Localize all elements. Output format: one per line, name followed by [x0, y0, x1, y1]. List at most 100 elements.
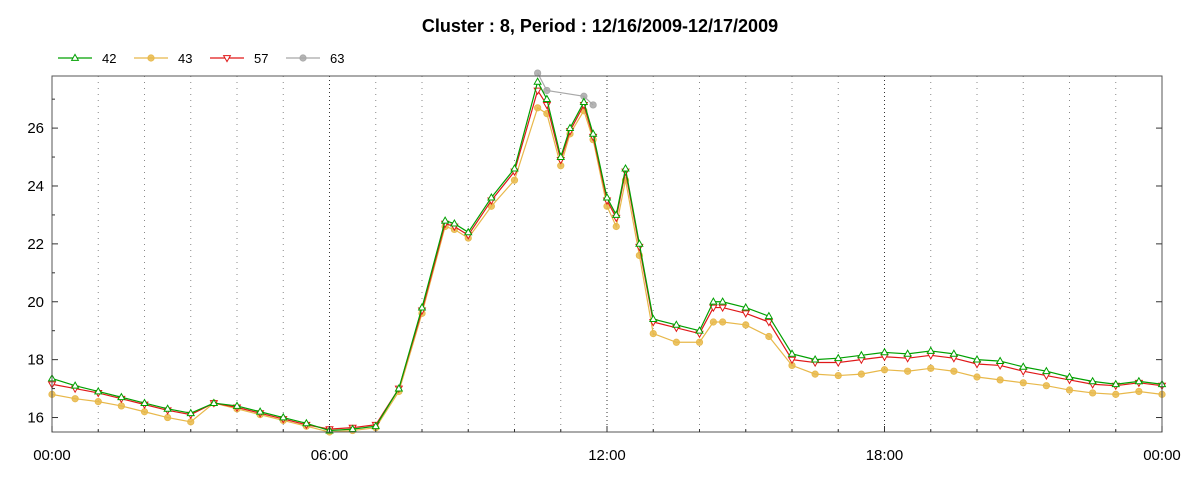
data-point — [741, 302, 751, 311]
grid — [97, 76, 1117, 432]
data-point — [186, 408, 196, 417]
data-point — [543, 86, 551, 95]
data-point — [94, 398, 102, 406]
data-point — [718, 297, 727, 305]
data-point — [487, 192, 496, 201]
data-point — [1134, 376, 1144, 385]
data-point — [621, 164, 630, 172]
data-point — [810, 355, 820, 363]
y-tick-label: 20 — [27, 294, 44, 311]
x-tick-label: 12:00 — [588, 447, 626, 464]
data-point — [117, 402, 125, 410]
data-point — [510, 164, 519, 172]
chart-title: Cluster : 8, Period : 12/16/2009-12/17/2… — [422, 16, 778, 36]
data-point — [70, 381, 80, 389]
data-point — [811, 370, 819, 378]
data-point — [565, 123, 575, 131]
data-point — [510, 176, 519, 184]
data-point — [764, 311, 774, 320]
data-point — [534, 104, 542, 112]
data-point — [1089, 389, 1097, 397]
series-group — [47, 69, 1167, 436]
data-point — [927, 364, 935, 372]
data-point — [187, 418, 195, 426]
data-point — [719, 318, 727, 326]
data-point — [709, 297, 718, 305]
data-point — [588, 129, 598, 137]
data-point — [949, 349, 959, 357]
data-point — [612, 222, 620, 231]
data-point — [857, 370, 865, 378]
series-63 — [534, 69, 597, 109]
data-point — [635, 239, 644, 247]
data-point — [950, 367, 958, 375]
data-point — [534, 69, 542, 77]
x-tick-label: 00:00 — [1143, 447, 1181, 464]
data-point — [1065, 372, 1074, 380]
data-point — [973, 373, 981, 381]
data-point — [255, 407, 265, 415]
data-point — [996, 376, 1004, 384]
data-point — [589, 101, 597, 109]
data-point — [834, 371, 842, 380]
legend-label: 63 — [330, 51, 344, 66]
data-point — [579, 97, 589, 105]
data-point — [147, 54, 155, 62]
legend-item-42: 42 — [58, 51, 116, 66]
y-tick-label: 26 — [27, 120, 44, 137]
data-point — [926, 346, 936, 354]
data-point — [764, 319, 774, 327]
data-point — [649, 329, 657, 338]
data-point — [1112, 390, 1120, 398]
legend-label: 57 — [254, 51, 268, 66]
series-line — [51, 106, 1163, 433]
data-point — [672, 320, 681, 328]
y-tick-label: 22 — [27, 236, 44, 253]
data-point — [463, 227, 473, 236]
data-point — [741, 310, 751, 318]
data-point — [695, 326, 704, 334]
series-line — [51, 89, 1163, 430]
y-tick-label: 24 — [27, 178, 44, 195]
data-point — [1042, 366, 1051, 375]
data-point — [533, 77, 542, 85]
legend-item-43: 43 — [134, 51, 192, 66]
data-point — [880, 347, 889, 356]
data-point — [995, 356, 1005, 364]
data-point — [278, 412, 288, 421]
data-point — [117, 392, 126, 401]
legend-item-57: 57 — [210, 51, 268, 66]
legend-label: 42 — [102, 51, 116, 66]
series-line — [537, 72, 594, 106]
data-point — [709, 318, 717, 326]
data-point — [1019, 379, 1027, 387]
data-point — [611, 210, 621, 218]
data-point — [394, 383, 404, 392]
data-point — [209, 398, 219, 406]
data-point — [440, 216, 450, 224]
data-point — [672, 338, 680, 346]
legend-item-63: 63 — [286, 51, 344, 66]
data-point — [71, 395, 79, 403]
x-tick-label: 06:00 — [311, 447, 349, 464]
data-point — [164, 413, 172, 422]
data-point — [371, 421, 381, 430]
y-axis: 16 18 20 22 24 26 — [27, 98, 1162, 427]
data-point — [70, 53, 80, 61]
data-point — [163, 404, 172, 412]
data-point — [765, 332, 773, 341]
data-point — [904, 367, 912, 375]
data-point — [1088, 376, 1097, 385]
data-point — [1111, 379, 1121, 388]
data-point — [450, 218, 459, 227]
x-axis: 00:00 06:00 12:00 18:00 00:00 — [33, 426, 1181, 464]
data-point — [880, 366, 889, 374]
data-point — [1065, 386, 1074, 394]
data-point — [903, 349, 912, 357]
data-point — [718, 304, 727, 313]
data-point — [857, 350, 866, 359]
data-point — [417, 302, 427, 311]
data-point — [556, 152, 566, 160]
data-point — [648, 314, 658, 323]
data-point — [302, 418, 311, 427]
